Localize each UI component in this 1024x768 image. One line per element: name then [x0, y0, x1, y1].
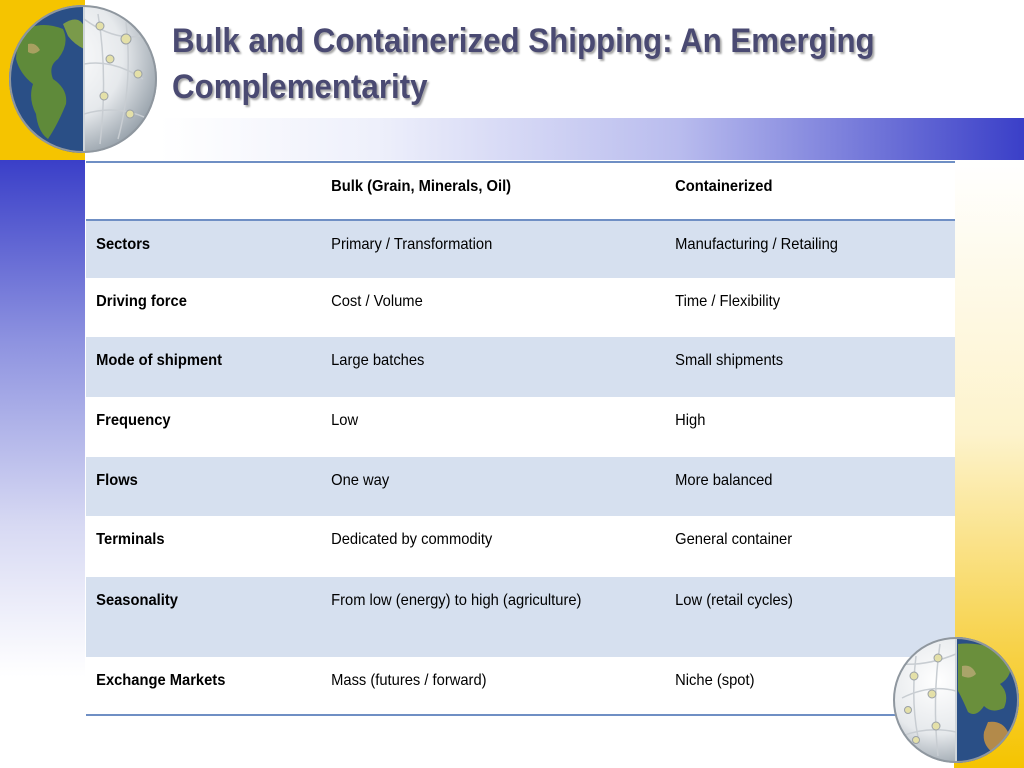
row-label: Seasonality: [96, 592, 178, 609]
row-containerized-value: Manufacturing / Retailing: [675, 236, 838, 253]
slide-title: Bulk and Containerized Shipping: An Emer…: [172, 22, 875, 106]
row-bulk-value: From low (energy) to high (agriculture): [331, 592, 582, 609]
table-row: Terminals Dedicated by commodity General…: [86, 516, 955, 577]
row-containerized-value: More balanced: [675, 472, 773, 489]
table-row: Driving force Cost / Volume Time / Flexi…: [86, 278, 955, 337]
row-label: Frequency: [96, 412, 171, 429]
header-cell-bulk: Bulk (Grain, Minerals, Oil): [331, 178, 512, 195]
row-bulk-value: One way: [331, 472, 390, 489]
row-label: Terminals: [96, 531, 165, 548]
header-cell-containerized: Containerized: [675, 178, 773, 195]
table-row: Exchange Markets Mass (futures / forward…: [86, 657, 955, 714]
row-containerized-value: Time / Flexibility: [675, 293, 781, 310]
row-bulk-value: Dedicated by commodity: [331, 531, 493, 548]
row-bulk-value: Low: [331, 412, 359, 429]
row-label: Flows: [96, 472, 138, 489]
header-cell-empty: [86, 163, 302, 219]
row-label: Sectors: [96, 236, 151, 253]
left-gradient-bar: [0, 160, 85, 768]
row-bulk-value: Primary / Transformation: [331, 236, 493, 253]
globe-asia-icon: [892, 636, 1020, 764]
table-row: Frequency Low High: [86, 397, 955, 457]
globe-americas-icon: [8, 4, 158, 154]
row-containerized-value: Low (retail cycles): [675, 592, 793, 609]
row-containerized-value: Small shipments: [675, 352, 784, 369]
row-label: Mode of shipment: [96, 352, 223, 369]
table-row: Flows One way More balanced: [86, 457, 955, 516]
row-bulk-value: Large batches: [331, 352, 425, 369]
table-row: Sectors Primary / Transformation Manufac…: [86, 221, 955, 278]
row-label: Driving force: [96, 293, 187, 310]
table-row: Mode of shipment Large batches Small shi…: [86, 337, 955, 397]
row-bulk-value: Cost / Volume: [331, 293, 423, 310]
row-containerized-value: High: [675, 412, 706, 429]
row-containerized-value: General container: [675, 531, 793, 548]
row-bulk-value: Mass (futures / forward): [331, 672, 487, 689]
table-header-row: Bulk (Grain, Minerals, Oil) Containerize…: [86, 163, 955, 221]
row-containerized-value: Niche (spot): [675, 672, 755, 689]
comparison-table: Bulk (Grain, Minerals, Oil) Containerize…: [86, 161, 955, 716]
table-row: Seasonality From low (energy) to high (a…: [86, 577, 955, 657]
row-label: Exchange Markets: [96, 672, 226, 689]
header-gradient-band: [160, 118, 1024, 160]
